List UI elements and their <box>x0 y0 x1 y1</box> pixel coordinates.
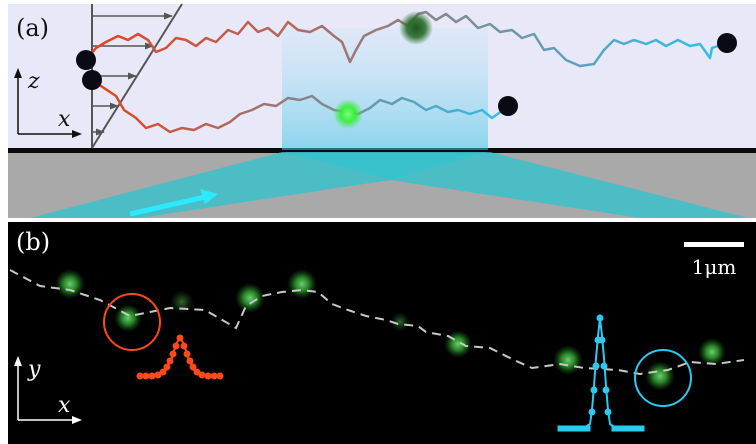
fluorescent-spot <box>114 304 142 332</box>
fluorescent-spot <box>170 290 194 314</box>
panel-a: z x (a) <box>8 3 756 218</box>
axes-xz: z x <box>14 68 82 138</box>
beam-arrow <box>129 194 206 217</box>
panel-divider <box>0 218 756 222</box>
incident-beam <box>30 152 390 218</box>
reflected-beam <box>390 152 748 218</box>
beam-overlap <box>282 152 490 180</box>
panel-a-label: (a) <box>16 14 49 42</box>
bead <box>717 33 737 53</box>
fluorescent-spot <box>553 345 583 375</box>
bead <box>498 96 518 116</box>
polymer-chain-top <box>85 10 725 68</box>
polymer-chain-bottom <box>91 78 507 134</box>
beam-arrow-head <box>200 189 218 204</box>
panel-b: 1μm y x (b) <box>8 222 756 444</box>
fluorescent-spot <box>444 330 472 358</box>
evanescent-field <box>282 28 488 150</box>
fluorophore-bottom <box>333 99 363 129</box>
axes-xy: y x <box>14 356 82 424</box>
fluorescent-spot <box>698 338 726 366</box>
axis-label-x: x <box>58 107 71 132</box>
surface-line <box>8 148 756 153</box>
fluorescent-spot <box>390 312 410 332</box>
panel-b-background <box>8 222 756 444</box>
trajectory-trace <box>9 269 745 376</box>
scale-bar-label: 1μm <box>692 255 737 279</box>
scale-bar <box>684 242 744 247</box>
bead <box>82 70 102 90</box>
axis-label-y: y <box>27 357 41 382</box>
intensity-profile-left <box>136 334 224 380</box>
intensity-profile-right <box>557 314 645 432</box>
fluorophore-top <box>399 11 433 45</box>
panel-b-label: (b) <box>16 228 50 256</box>
highlight-circle-right <box>634 349 692 407</box>
axis-label-z: z <box>27 69 40 94</box>
bead <box>76 50 96 70</box>
fluorescent-spot <box>55 269 85 299</box>
axis-label-x-b: x <box>58 393 71 418</box>
highlight-circle-left <box>103 293 161 351</box>
fluorescent-spot <box>645 361 675 391</box>
fluorescent-spot <box>235 283 265 313</box>
fluorescent-spot <box>287 269 317 299</box>
